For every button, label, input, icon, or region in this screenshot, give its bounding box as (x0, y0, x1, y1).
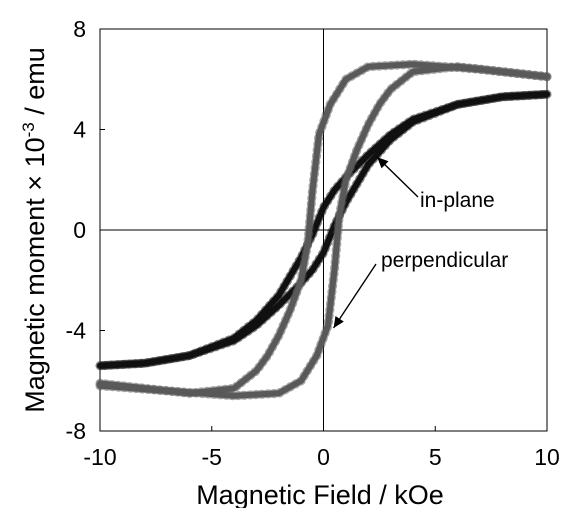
series-1-branch-1-texture (95, 59, 552, 398)
series-0-branch-1-texture (95, 89, 552, 371)
y-tick-label: 8 (73, 16, 86, 42)
y-tick-label: -4 (66, 318, 87, 344)
perpendicular-label: perpendicular (381, 249, 508, 272)
series-1-branch-0-texture (95, 62, 552, 401)
series-curves (95, 59, 552, 401)
y-tick-label: 0 (73, 217, 86, 243)
x-tick-label: -5 (202, 444, 222, 470)
y-tick-label: 4 (73, 117, 86, 143)
y-axis-title-times: × (20, 175, 50, 191)
in-plane-arrowhead (377, 157, 389, 169)
y-axis-title-main: Magnetic moment (20, 191, 50, 413)
y-axis-title-unit: / emu (20, 47, 50, 122)
y-axis-title-mid: 10 (20, 137, 50, 175)
y-axis-title: Magnetic moment × 10-3 / emu (19, 47, 50, 413)
axis-ticks (99, 28, 548, 432)
x-tick-label: 5 (429, 444, 442, 470)
y-tick-label: -8 (66, 418, 86, 444)
x-tick-label: 10 (534, 444, 560, 470)
x-tick-label: 0 (317, 444, 330, 470)
perpendicular-arrow (332, 263, 377, 329)
in-plane-label: in-plane (420, 189, 495, 212)
x-axis-title: Magnetic Field / kOe (196, 480, 444, 508)
perpendicular-arrowhead (333, 316, 344, 328)
x-tick-label: -10 (83, 444, 116, 470)
y-axis-title-exponent: -3 (19, 122, 38, 137)
